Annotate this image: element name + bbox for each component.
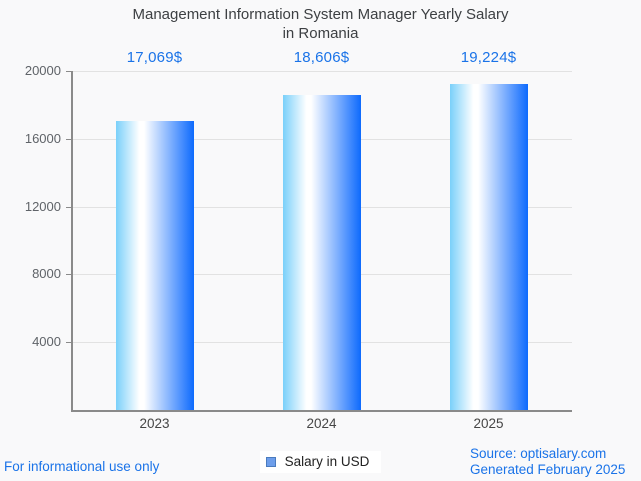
generated-date: Generated February 2025 [470,462,626,477]
legend-item-salary: Salary in USD [259,451,382,473]
gridline [71,71,572,72]
bar-2025 [449,84,528,410]
legend-label: Salary in USD [284,454,370,469]
chart-legend: Salary in USD [0,451,641,473]
x-tick-label: 2025 [473,416,504,431]
y-axis [71,71,73,410]
y-tick-mark [66,342,71,344]
y-tick-mark [66,71,71,72]
source-block: Source: optisalary.com Generated Februar… [470,446,625,478]
chart-title-line-1: Management Information System Manager Ye… [132,6,509,23]
legend-marker-icon [265,456,276,467]
chart-title: Management Information System Manager Ye… [0,5,641,43]
y-tick-label: 8000 [32,266,61,282]
bar-value-label: 17,069$ [126,49,183,66]
bar-2024 [282,94,361,410]
y-tick-label: 12000 [24,198,61,214]
source-link[interactable]: Source: optisalary.com [470,446,607,461]
chart-title-line-2: in Romania [282,25,359,42]
y-tick-mark [66,206,71,208]
x-axis [71,410,572,412]
bar-value-label: 18,606$ [293,49,350,66]
bar-value-label: 19,224$ [460,49,517,66]
y-tick-mark [66,138,71,140]
y-tick-mark [66,274,71,276]
y-tick-label: 20000 [24,63,61,78]
y-tick-label: 16000 [24,130,61,146]
x-tick-label: 2024 [306,416,337,431]
bar-2023 [115,120,194,410]
y-tick-label: 4000 [32,334,61,350]
disclaimer-text: For informational use only [4,459,160,474]
x-tick-label: 2023 [139,416,170,431]
